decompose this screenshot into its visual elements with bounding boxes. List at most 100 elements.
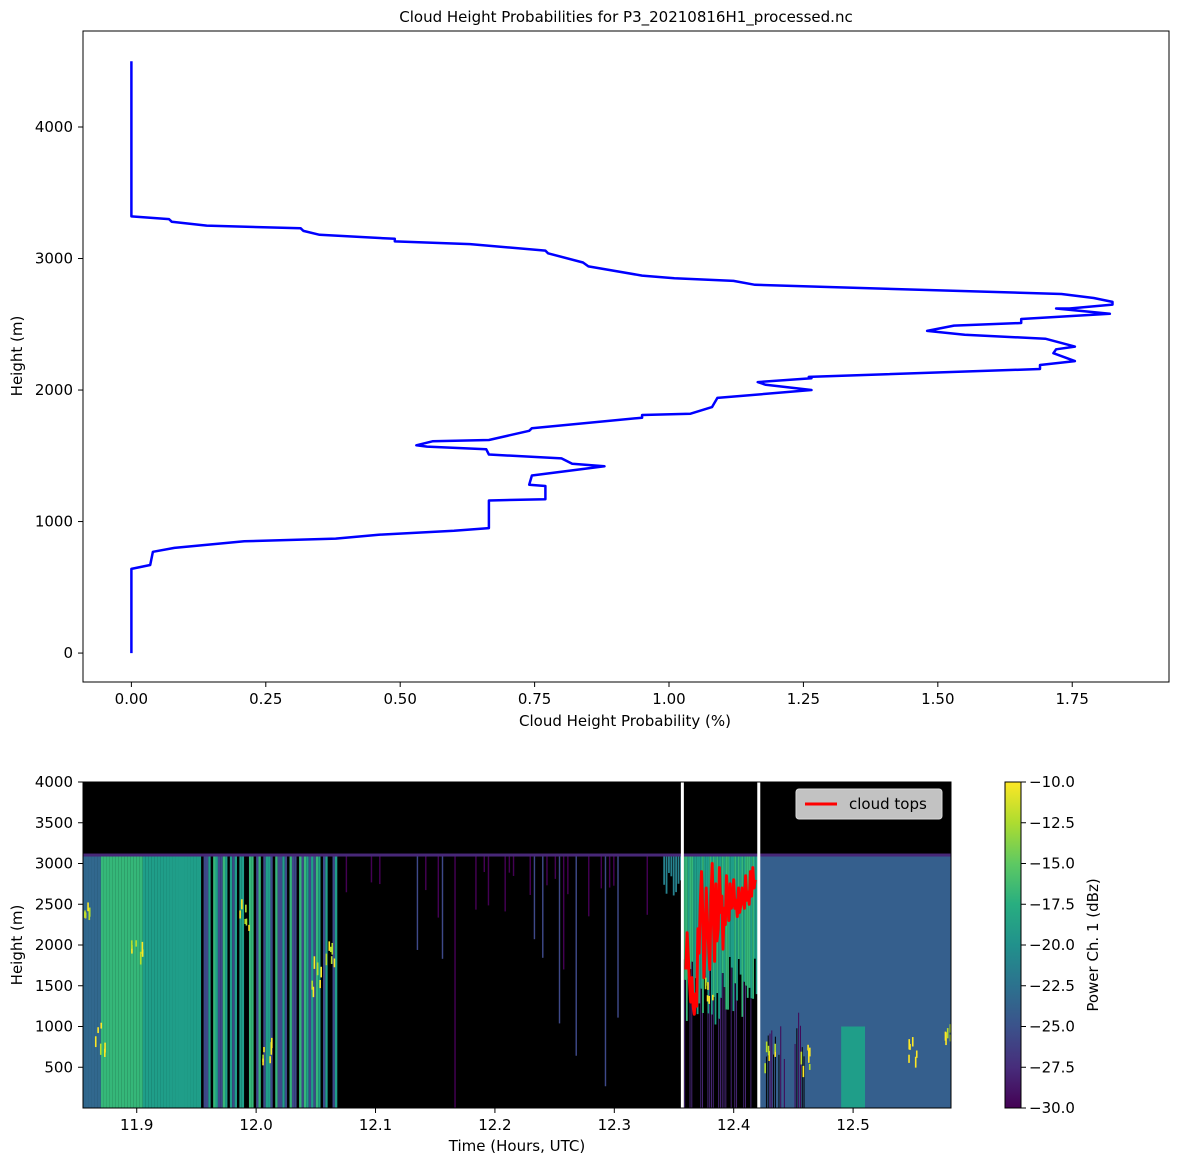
- heatmap-column: [121, 854, 125, 1108]
- heatmap-streak: [723, 987, 725, 1108]
- heatmap-column: [157, 854, 161, 1108]
- heatmap-column: [145, 854, 149, 1108]
- heatmap-streak: [709, 960, 711, 1108]
- bottom-y-tick-label: 2000: [35, 936, 73, 954]
- heatmap-speckle: [908, 1039, 911, 1050]
- heatmap-speckle: [333, 958, 336, 968]
- heatmap-column: [332, 854, 335, 1108]
- heatmap-streak: [711, 1014, 712, 1108]
- heatmap-column: [753, 854, 756, 959]
- top-y-ticks: 0 1000 2000 3000 4000: [35, 118, 83, 662]
- heatmap-streak: [588, 854, 590, 917]
- top-x-tick-label: 0.25: [249, 690, 282, 708]
- heatmap-column: [100, 854, 104, 1108]
- bottom-y-tick-label: 2500: [35, 895, 73, 913]
- cloud-height-probability-line: [130, 61, 1114, 654]
- top-plot-frame: [82, 30, 1170, 683]
- heatmap-streak: [743, 981, 745, 1108]
- heatmap-column: [315, 854, 319, 1108]
- heatmap-column: [260, 854, 264, 1108]
- cloud-tops-line: [684, 862, 757, 1016]
- heatmap-speckle: [807, 1044, 809, 1051]
- heatmap-column: [91, 854, 95, 1108]
- heatmap-streak: [613, 854, 615, 886]
- heatmap-column: [687, 854, 690, 979]
- heatmap-streak: [416, 854, 419, 950]
- heatmap-speckle: [131, 945, 133, 954]
- heatmap-streak: [441, 854, 444, 959]
- bottom-x-tick-label: 12.2: [478, 1116, 511, 1134]
- heatmap-streak: [684, 979, 686, 1108]
- heatmap-column: [289, 854, 292, 1108]
- heatmap-speckle: [800, 1051, 803, 1065]
- heatmap-speckle: [87, 902, 89, 912]
- heatmap-column: [672, 854, 675, 896]
- heatmap-streak: [780, 1026, 782, 1108]
- colorbar-tick-label: −30.0: [1029, 1099, 1075, 1117]
- heatmap-column: [184, 854, 188, 1108]
- heatmap-column: [239, 854, 242, 1108]
- top-y-tick-label: 0: [63, 644, 73, 662]
- heatmap-speckle: [774, 1043, 776, 1052]
- bottom-y-ticks: 500 1000 1500 2000 2500 3000 3500 4000: [35, 773, 83, 1076]
- heatmap-speckle: [909, 1043, 911, 1050]
- heatmap-column: [215, 854, 218, 1108]
- legend: cloud tops: [795, 788, 943, 820]
- heatmap-column: [739, 854, 742, 975]
- heatmap-column: [734, 854, 737, 984]
- heatmap-streak: [454, 854, 456, 1108]
- heatmap-column: [270, 854, 273, 1108]
- heatmap-column: [85, 854, 89, 1108]
- heatmap-streak: [604, 854, 607, 1087]
- heatmap-streak: [773, 1054, 775, 1108]
- heatmap-column: [124, 854, 128, 1108]
- heatmap-column: [745, 854, 747, 986]
- heatmap-column: [118, 854, 122, 1108]
- heatmap-column: [694, 854, 697, 979]
- heatmap-streak: [798, 1012, 800, 1108]
- heatmap-column: [172, 854, 176, 1108]
- heatmap-column: [670, 854, 673, 877]
- bottom-y-tick-label: 500: [44, 1058, 73, 1076]
- heatmap-speckle: [141, 941, 144, 954]
- heatmap-speckle: [946, 1028, 949, 1039]
- heatmap-column: [178, 854, 182, 1108]
- bottom-x-axis-label: Time (Hours, UTC): [448, 1137, 585, 1155]
- heatmap-streak: [370, 854, 373, 883]
- heatmap-column: [677, 854, 680, 884]
- heatmap-streak: [379, 854, 381, 885]
- heatmap-column: [88, 854, 92, 1108]
- heatmap-column: [163, 854, 167, 1108]
- top-y-tick-label: 3000: [35, 250, 73, 268]
- heatmap-streak: [769, 1033, 771, 1108]
- heatmap-speckle: [914, 1056, 917, 1068]
- heatmap-column: [258, 854, 261, 1108]
- heatmap-column: [151, 854, 155, 1108]
- heatmap-column: [693, 854, 695, 1000]
- heatmap-column: [205, 854, 209, 1108]
- heatmap-streak: [504, 854, 506, 912]
- heatmap-speckle: [312, 986, 315, 998]
- heatmap-area: [83, 782, 955, 1108]
- heatmap-column: [208, 854, 211, 1108]
- heatmap-streak: [794, 1043, 796, 1108]
- heatmap-column: [277, 854, 281, 1108]
- heatmap-column: [306, 854, 309, 1108]
- colorbar-tick-label: −10.0: [1029, 773, 1075, 791]
- heatmap-streak: [778, 1054, 780, 1108]
- heatmap-column: [220, 854, 223, 1108]
- heatmap-streak: [608, 854, 611, 888]
- heatmap-column: [106, 854, 110, 1108]
- heatmap-column: [282, 854, 285, 1108]
- heatmap-speckle: [953, 1034, 955, 1042]
- heatmap-column: [308, 854, 312, 1108]
- heatmap-speckle: [707, 982, 709, 990]
- heatmap-streak: [437, 854, 440, 918]
- heatmap-streak: [567, 854, 569, 895]
- heatmap-streak: [803, 1056, 805, 1108]
- bottom-x-tick-label: 12.1: [359, 1116, 392, 1134]
- heatmap-streak: [700, 988, 702, 1108]
- heatmap-column: [97, 854, 101, 1108]
- heatmap-speckle: [908, 1054, 910, 1063]
- heatmap-streak: [487, 854, 490, 906]
